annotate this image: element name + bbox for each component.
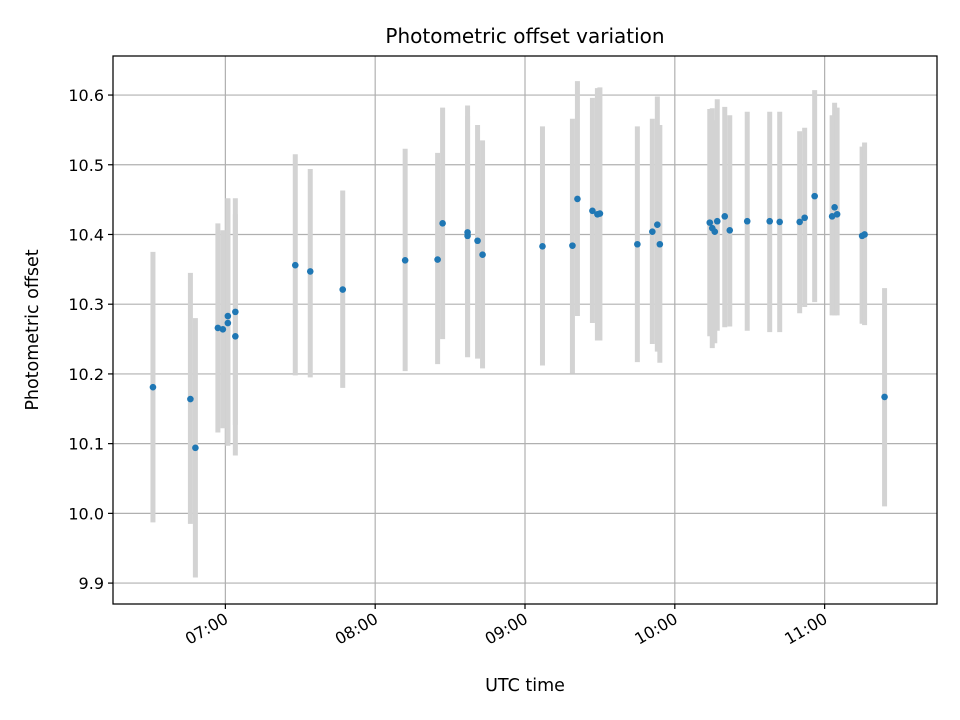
y-tick-label: 9.9 bbox=[79, 574, 104, 593]
data-point bbox=[649, 228, 656, 235]
data-point bbox=[711, 228, 719, 235]
data-point bbox=[464, 232, 471, 240]
data-point bbox=[474, 237, 481, 245]
data-point bbox=[232, 332, 239, 340]
data-point bbox=[796, 218, 803, 226]
data-point bbox=[596, 210, 604, 217]
data-point bbox=[776, 218, 783, 226]
data-point bbox=[589, 207, 596, 215]
data-point bbox=[574, 195, 581, 203]
data-point bbox=[214, 324, 222, 332]
data-point bbox=[224, 312, 232, 320]
data-point bbox=[706, 219, 714, 226]
y-axis-title: Photometric offset bbox=[23, 249, 43, 410]
data-point bbox=[721, 213, 729, 220]
data-point bbox=[726, 227, 734, 234]
y-tick-label: 10.5 bbox=[68, 156, 104, 175]
data-point bbox=[828, 213, 836, 220]
data-point bbox=[833, 210, 841, 218]
data-point bbox=[224, 319, 232, 327]
chart-title: Photometric offset variation bbox=[385, 24, 664, 48]
data-point bbox=[811, 192, 818, 200]
data-point bbox=[539, 243, 546, 250]
data-point bbox=[434, 256, 441, 263]
x-axis-title: UTC time bbox=[485, 676, 565, 696]
data-point bbox=[831, 203, 838, 211]
data-point bbox=[634, 240, 641, 248]
data-point bbox=[766, 217, 774, 225]
data-point bbox=[439, 220, 446, 227]
data-point bbox=[219, 326, 227, 333]
data-point bbox=[801, 214, 808, 222]
y-tick-label: 10.3 bbox=[68, 295, 104, 314]
data-point bbox=[743, 217, 751, 225]
data-point bbox=[713, 217, 721, 225]
data-point bbox=[232, 308, 239, 316]
data-point bbox=[479, 251, 486, 259]
data-point bbox=[861, 231, 868, 238]
data-point bbox=[149, 383, 157, 391]
y-tick-label: 10.2 bbox=[68, 365, 104, 384]
data-point bbox=[306, 268, 314, 275]
data-point bbox=[187, 395, 194, 403]
y-tick-label: 10.6 bbox=[68, 86, 104, 105]
grid bbox=[113, 56, 937, 604]
y-tick-label: 10.4 bbox=[68, 225, 104, 244]
data-point bbox=[339, 286, 347, 293]
y-tick-label: 10.1 bbox=[68, 435, 104, 454]
data-point bbox=[881, 393, 888, 401]
data-point bbox=[656, 240, 664, 248]
data-point bbox=[192, 444, 199, 452]
data-point bbox=[654, 221, 661, 229]
data-point bbox=[291, 261, 299, 269]
data-point bbox=[401, 256, 409, 264]
data-point bbox=[569, 242, 576, 249]
data-points bbox=[149, 192, 888, 452]
y-tick-label: 10.0 bbox=[68, 504, 104, 523]
